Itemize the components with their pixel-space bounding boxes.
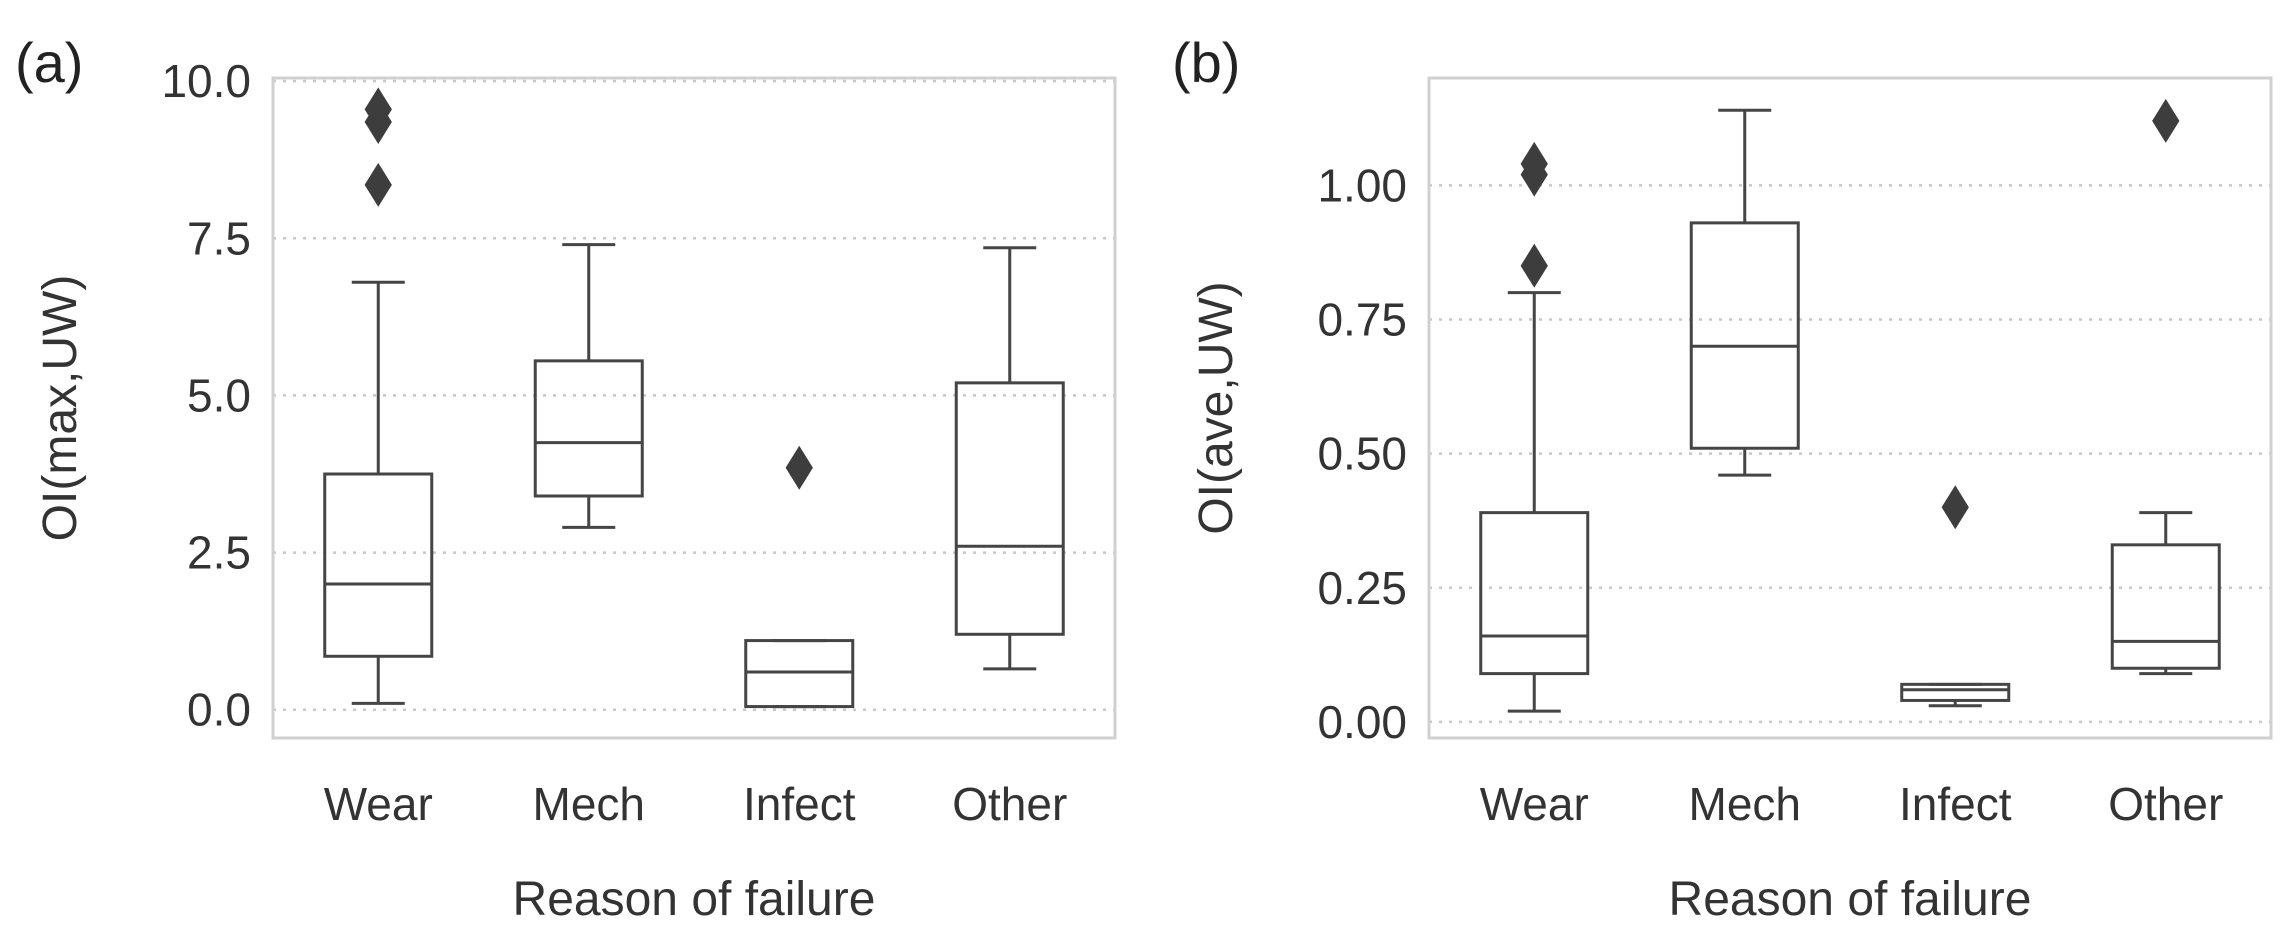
panel-b-wear-outlier-point bbox=[1520, 141, 1548, 186]
panel-b-x-tick-label-other: Other bbox=[2108, 778, 2223, 830]
panel-b-box-mech bbox=[1689, 108, 1800, 477]
panel-b-infect-iqr-box bbox=[1900, 682, 2011, 702]
panel-b-x-tick-label-infect: Infect bbox=[1899, 778, 2012, 830]
panel-a-wear-iqr-box bbox=[323, 472, 434, 658]
panel-a-boxes bbox=[323, 243, 1065, 709]
panel-a-mech-iqr-box bbox=[533, 359, 644, 498]
panel-a-wear-outlier-point bbox=[364, 162, 392, 207]
panel-a-wear-outlier-point bbox=[364, 87, 392, 132]
panel-a-x-tick-label-infect: Infect bbox=[743, 778, 856, 830]
panel-b-y-ticks: 0.00 0.25 0.50 0.75 1.00 bbox=[1317, 159, 1407, 748]
panel-b-y-tick-label: 0.50 bbox=[1317, 428, 1407, 480]
panel-a-x-tick-label-mech: Mech bbox=[533, 778, 645, 830]
panel-a-y-tick-label: 0.0 bbox=[187, 684, 251, 736]
panel-b-y-tick-label: 0.00 bbox=[1317, 696, 1407, 748]
panel-a-y-tick-label: 10.0 bbox=[161, 55, 251, 107]
panel-b-other-iqr-box bbox=[2110, 543, 2221, 670]
panel-b-box-wear bbox=[1479, 291, 1590, 713]
panel-b: (b) 0.00 0.25 0.50 0.75 1.00 Wear Mech Infect O… bbox=[1172, 31, 2273, 926]
panel-b-x-tick-label-mech: Mech bbox=[1689, 778, 1801, 830]
panel-a-outliers bbox=[364, 87, 813, 490]
panel-a-box-infect bbox=[744, 639, 855, 709]
panel-b-y-tick-label: 0.75 bbox=[1317, 293, 1407, 345]
panel-b-y-tick-label: 1.00 bbox=[1317, 159, 1407, 211]
panel-a: (a) 0.0 2.5 5.0 7.5 10.0 Wear Mech Infect Other… bbox=[15, 31, 1117, 926]
panel-a-label: (a) bbox=[15, 31, 83, 94]
panel-b-x-axis-title: Reason of failure bbox=[1669, 873, 2032, 926]
panel-b-x-tick-label-wear: Wear bbox=[1480, 778, 1589, 830]
panel-a-y-ticks: 0.0 2.5 5.0 7.5 10.0 bbox=[161, 55, 251, 736]
panel-b-y-tick-label: 0.25 bbox=[1317, 562, 1407, 614]
panel-b-frame bbox=[1427, 76, 2273, 740]
panel-b-label: (b) bbox=[1172, 31, 1240, 94]
panel-a-infect-outlier-point bbox=[785, 445, 813, 490]
panel-a-box-wear bbox=[323, 280, 434, 705]
panel-b-infect-outlier-point bbox=[1941, 485, 1969, 530]
panel-b-outliers bbox=[1520, 98, 2180, 530]
panel-a-other-iqr-box bbox=[954, 381, 1065, 636]
panel-b-wear-outlier-point bbox=[1520, 243, 1548, 288]
panel-a-box-other bbox=[954, 246, 1065, 671]
panel-a-x-tick-label-wear: Wear bbox=[324, 778, 433, 830]
panel-a-gridlines bbox=[273, 79, 1115, 711]
panel-b-gridlines bbox=[1429, 184, 2271, 724]
panel-a-x-ticks: Wear Mech Infect Other bbox=[324, 778, 1068, 830]
panel-b-y-axis-title: OI(ave,UW) bbox=[1190, 281, 1243, 534]
panel-b-box-other bbox=[2110, 511, 2221, 676]
panel-a-y-tick-label: 5.0 bbox=[187, 369, 251, 421]
panel-a-y-tick-label: 7.5 bbox=[187, 212, 251, 264]
panel-a-y-tick-label: 2.5 bbox=[187, 527, 251, 579]
panel-a-y-axis-title: OI(max,UW) bbox=[34, 275, 87, 542]
panel-a-x-tick-label-other: Other bbox=[952, 778, 1067, 830]
panel-b-x-ticks: Wear Mech Infect Other bbox=[1480, 778, 2224, 830]
panel-b-mech-iqr-box bbox=[1689, 221, 1800, 450]
panel-a-infect-iqr-box bbox=[744, 639, 855, 709]
panel-a-x-axis-title: Reason of failure bbox=[513, 873, 876, 926]
panel-b-wear-iqr-box bbox=[1479, 511, 1590, 676]
panel-b-other-outlier-point bbox=[2152, 98, 2180, 143]
panel-b-boxes bbox=[1479, 108, 2221, 713]
panel-a-box-mech bbox=[533, 243, 644, 529]
panel-b-box-infect bbox=[1900, 682, 2011, 708]
panel-a-frame bbox=[271, 76, 1117, 740]
